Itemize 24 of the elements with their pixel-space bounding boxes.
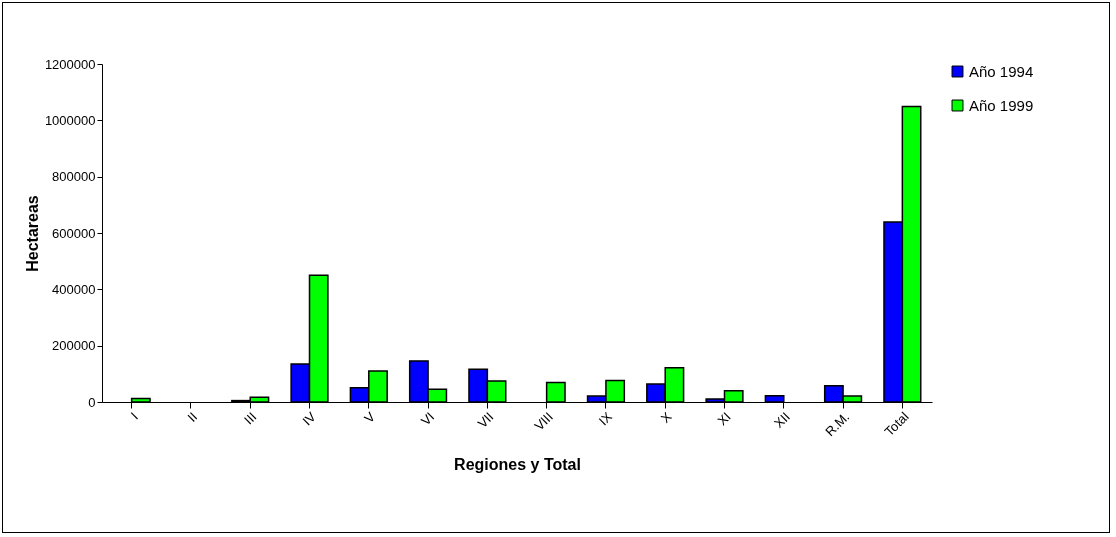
x-tick-label: XI: [714, 409, 734, 429]
y-tick-label: 800000: [52, 169, 96, 185]
x-tick-label: V: [361, 408, 379, 426]
y-axis-title: Hectareas: [23, 195, 41, 272]
y-tick-label: 400000: [52, 281, 96, 297]
x-tick-label: X: [657, 408, 675, 426]
x-tick-label: IX: [595, 408, 616, 429]
y-tick-label: 600000: [52, 225, 96, 241]
legend-label: Año 1999: [969, 96, 1034, 114]
x-tick-label: III: [241, 409, 260, 428]
x-tick-label: R.M.: [822, 409, 853, 440]
y-tick-label: 200000: [52, 338, 96, 354]
x-tick-label: VI: [417, 409, 438, 429]
x-tick-label: VIII: [531, 409, 556, 434]
x-tick-label: VII: [474, 409, 497, 431]
y-tick-label: 0: [88, 394, 96, 410]
x-tick-label: XII: [771, 409, 793, 431]
x-axis-title: Regiones y Total: [454, 456, 581, 474]
x-tick-label: IV: [299, 408, 319, 429]
legend-label: Año 1994: [969, 62, 1034, 80]
x-tick-label: II: [184, 409, 201, 425]
y-tick-label: 1000000: [44, 112, 96, 128]
x-tick-label: I: [127, 409, 141, 423]
y-tick-label: 1200000: [44, 56, 96, 72]
